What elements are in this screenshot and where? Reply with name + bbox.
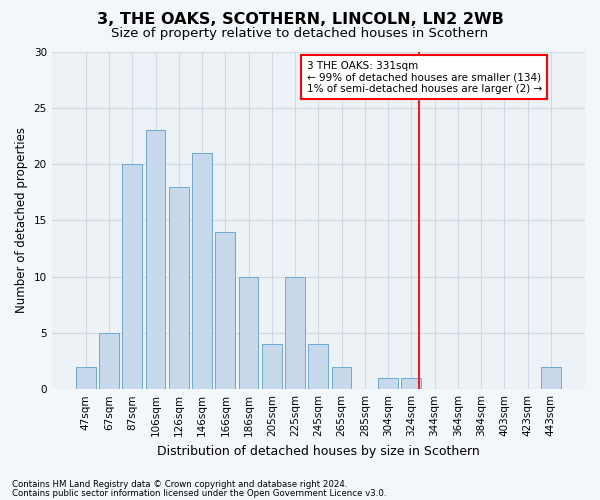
- Bar: [239, 276, 259, 389]
- Bar: [378, 378, 398, 389]
- Text: 3 THE OAKS: 331sqm
← 99% of detached houses are smaller (134)
1% of semi-detache: 3 THE OAKS: 331sqm ← 99% of detached hou…: [307, 60, 542, 94]
- Bar: [169, 186, 188, 389]
- Y-axis label: Number of detached properties: Number of detached properties: [15, 128, 28, 314]
- Text: Contains public sector information licensed under the Open Government Licence v3: Contains public sector information licen…: [12, 489, 386, 498]
- Bar: [215, 232, 235, 389]
- Bar: [99, 333, 119, 389]
- Text: Contains HM Land Registry data © Crown copyright and database right 2024.: Contains HM Land Registry data © Crown c…: [12, 480, 347, 489]
- Text: Size of property relative to detached houses in Scothern: Size of property relative to detached ho…: [112, 28, 488, 40]
- X-axis label: Distribution of detached houses by size in Scothern: Distribution of detached houses by size …: [157, 444, 480, 458]
- Bar: [122, 164, 142, 389]
- Bar: [308, 344, 328, 389]
- Bar: [285, 276, 305, 389]
- Bar: [146, 130, 166, 389]
- Bar: [401, 378, 421, 389]
- Bar: [262, 344, 282, 389]
- Bar: [332, 366, 352, 389]
- Bar: [541, 366, 561, 389]
- Text: 3, THE OAKS, SCOTHERN, LINCOLN, LN2 2WB: 3, THE OAKS, SCOTHERN, LINCOLN, LN2 2WB: [97, 12, 503, 28]
- Bar: [76, 366, 95, 389]
- Bar: [192, 153, 212, 389]
